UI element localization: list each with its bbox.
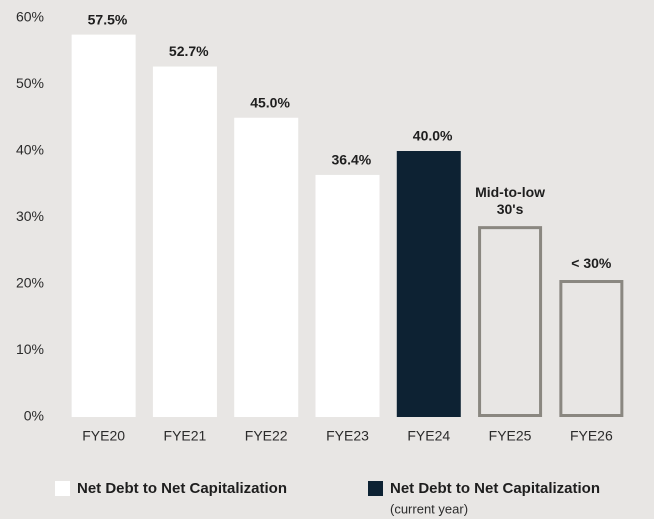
legend-swatch	[368, 481, 383, 496]
x-tick-label: FYE23	[326, 428, 369, 444]
legend-swatch	[55, 481, 70, 496]
x-tick-label: FYE26	[570, 428, 613, 444]
annotation: < 30%	[571, 255, 612, 271]
x-tick-label: FYE21	[164, 428, 207, 444]
x-tick-label: FYE22	[245, 428, 288, 444]
y-tick-label: 60%	[16, 9, 44, 25]
bar	[234, 117, 299, 417]
value-label: 52.7%	[169, 43, 209, 59]
x-tick-label: FYE24	[407, 428, 450, 444]
value-label: 40.0%	[413, 128, 453, 144]
annotation-text: Mid-to-low 30's	[475, 184, 546, 218]
y-tick-label: 40%	[16, 142, 44, 158]
bar	[315, 174, 380, 417]
value-label: 36.4%	[332, 152, 372, 168]
legend-note: (current year)	[390, 501, 468, 516]
bar	[478, 226, 543, 417]
y-tick-label: 0%	[24, 408, 44, 424]
bar	[71, 34, 136, 417]
y-tick-label: 20%	[16, 275, 44, 291]
y-tick-label: 30%	[16, 208, 44, 224]
y-tick-label: 50%	[16, 75, 44, 91]
annotation: Mid-to-low 30's	[475, 184, 546, 218]
y-tick-label: 10%	[16, 341, 44, 357]
legend-label: Net Debt to Net Capitalization	[77, 480, 287, 497]
bar	[396, 151, 461, 417]
value-label: 45.0%	[250, 94, 290, 110]
x-tick-label: FYE20	[82, 428, 125, 444]
bar	[559, 280, 624, 418]
bar	[152, 66, 217, 418]
legend-label: Net Debt to Net Capitalization	[390, 480, 600, 497]
x-tick-label: FYE25	[489, 428, 532, 444]
annotation-text: < 30%	[571, 255, 612, 271]
value-label: 57.5%	[88, 11, 128, 27]
